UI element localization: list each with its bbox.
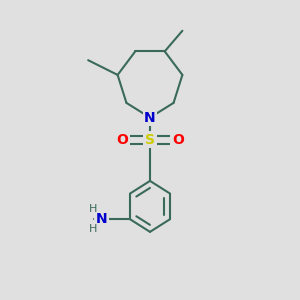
Text: O: O xyxy=(172,133,184,147)
Text: S: S xyxy=(145,133,155,147)
Text: H: H xyxy=(88,224,97,234)
Text: H: H xyxy=(88,205,97,214)
Text: O: O xyxy=(116,133,128,147)
Text: N: N xyxy=(96,212,107,226)
Text: N: N xyxy=(144,111,156,124)
